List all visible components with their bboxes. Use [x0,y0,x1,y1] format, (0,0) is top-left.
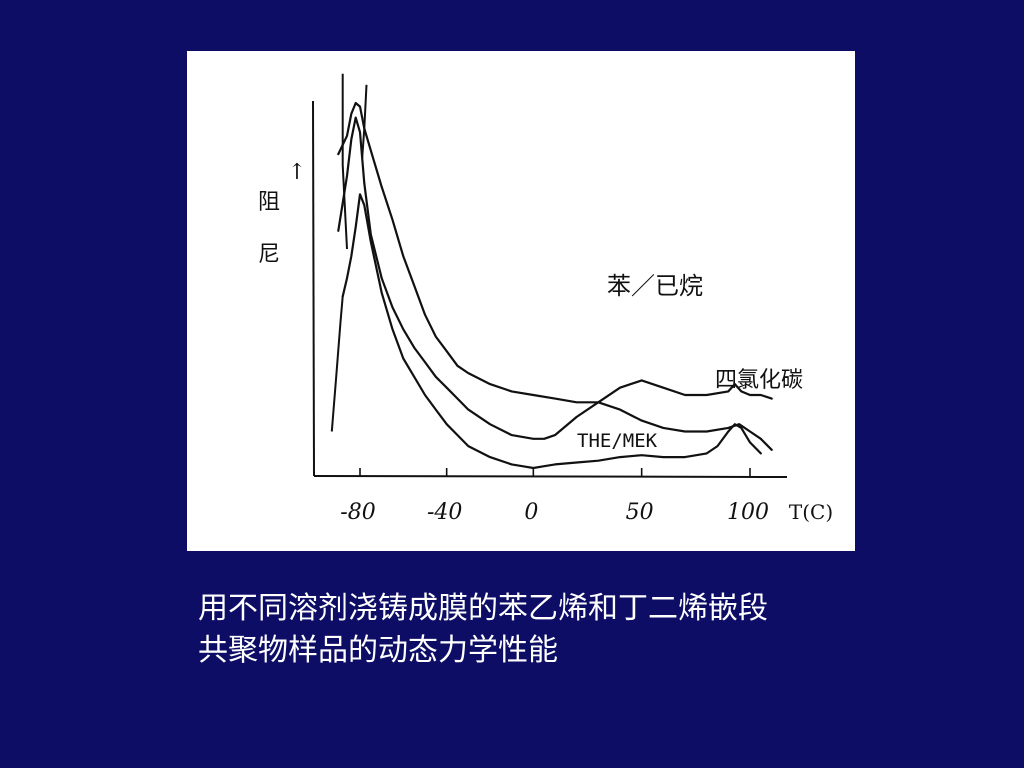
x-tick-label: 50 [626,500,654,525]
y-axis-line [312,100,315,477]
peak-edge-stroke [361,84,368,158]
chart-axes [312,100,788,478]
y-axis-arrow: ↑ [288,160,306,185]
chart-series-layer [330,73,773,470]
series-line-1 [337,101,773,404]
x-axis-line [313,475,788,478]
y-axis-label-char: 阻 [258,190,280,215]
slide-caption: 用不同溶剂浇铸成膜的苯乙烯和丁二烯嵌段 共聚物样品的动态力学性能 [198,588,898,672]
series-line-3 [341,193,762,470]
caption-line-1: 用不同溶剂浇铸成膜的苯乙烯和丁二烯嵌段 [198,591,768,626]
y-axis-label-char: 尼 [258,242,280,267]
figure-panel: ↑ 阻尼 -80 -40 0 50 100 T(C) 苯／已烷四氯化碳 THE/MEK [187,51,855,551]
peak-edge-stroke [330,296,344,432]
x-tick-label: 100 [727,500,769,525]
x-tick-label: 0 [524,500,538,525]
series-line-2 [337,116,773,451]
x-axis-label: T(C) [789,500,833,524]
caption-line-2: 共聚物样品的动态力学性能 [198,633,558,668]
x-tick-label: -40 [427,500,462,525]
series-label-1: 苯／已烷 [607,272,703,300]
series-label-2: 四氯化碳 [715,368,803,393]
x-tick-label: -80 [340,500,375,525]
series-label-3: THE/MEK [577,430,658,452]
peak-edge-stroke [341,73,348,250]
